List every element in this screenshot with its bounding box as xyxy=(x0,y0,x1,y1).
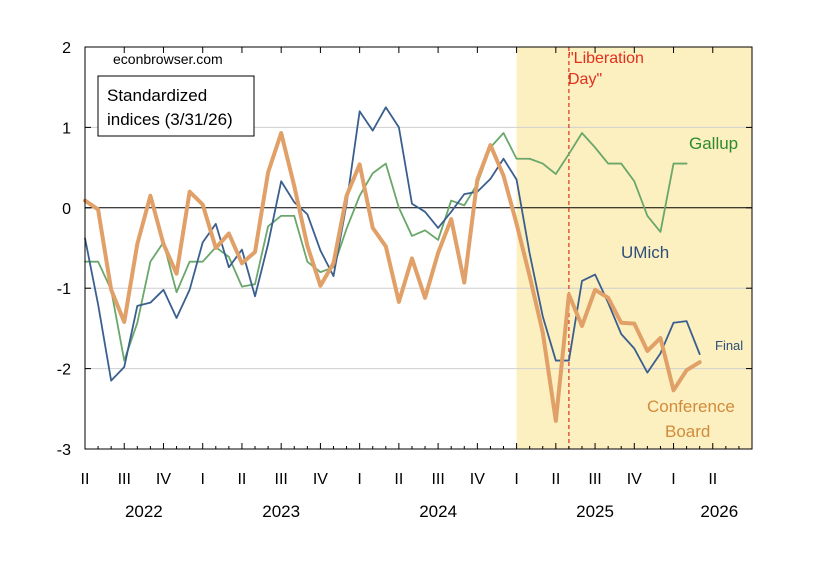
title-line-1: Standardized xyxy=(107,86,207,105)
plot-shaded-region xyxy=(516,47,752,449)
x-quarter-label: IV xyxy=(313,471,328,488)
event-label-line-1: "Liberation xyxy=(568,50,644,67)
gallup-label: Gallup xyxy=(689,134,738,153)
x-year-label: 2026 xyxy=(700,502,738,521)
x-quarter-label: IV xyxy=(470,471,485,488)
x-quarter-label: III xyxy=(275,471,288,488)
x-year-label: 2025 xyxy=(576,502,614,521)
x-quarter-label: II xyxy=(237,471,246,488)
x-quarter-label: III xyxy=(431,471,444,488)
title-line-2: indices (3/31/26) xyxy=(107,110,233,129)
conference-board-label-line-1: Conference xyxy=(647,397,735,416)
source-text: econbrowser.com xyxy=(113,51,223,67)
y-tick-label: -1 xyxy=(57,281,71,298)
x-quarter-label: IV xyxy=(627,471,642,488)
x-quarter-label: II xyxy=(708,471,717,488)
series-line-umich xyxy=(84,106,701,382)
y-tick-label: -3 xyxy=(57,442,71,459)
x-quarter-label: III xyxy=(118,471,131,488)
x-quarter-label: III xyxy=(588,471,601,488)
series-layer xyxy=(83,106,702,423)
x-quarter-label: II xyxy=(394,471,403,488)
series-line-gallup xyxy=(84,132,688,362)
x-year-label: 2022 xyxy=(125,502,163,521)
x-quarter-label: I xyxy=(200,471,204,488)
title-box xyxy=(97,75,255,137)
x-quarter-label: II xyxy=(551,471,560,488)
y-tick-label: 2 xyxy=(62,40,71,57)
x-quarter-label: I xyxy=(514,471,518,488)
conference-board-label-line-2: Board xyxy=(665,422,710,441)
x-year-label: 2024 xyxy=(419,502,457,521)
final-label: Final xyxy=(715,338,743,353)
y-axis: 2 1 0 -1 -2 -3 xyxy=(57,40,752,459)
x-year-label: 2023 xyxy=(262,502,300,521)
y-tick-label: 1 xyxy=(62,120,71,137)
event-label-line-2: Day" xyxy=(568,71,602,88)
plot-frame xyxy=(84,46,753,450)
x-quarter-label: IV xyxy=(156,471,171,488)
x-quarter-label: I xyxy=(357,471,361,488)
x-quarter-label: I xyxy=(671,471,675,488)
series-line-conference-board xyxy=(83,131,702,423)
x-quarter-label: II xyxy=(81,471,90,488)
y-tick-label: 0 xyxy=(62,201,71,218)
y-tick-label: -2 xyxy=(57,362,71,379)
umich-label: UMich xyxy=(621,243,669,262)
